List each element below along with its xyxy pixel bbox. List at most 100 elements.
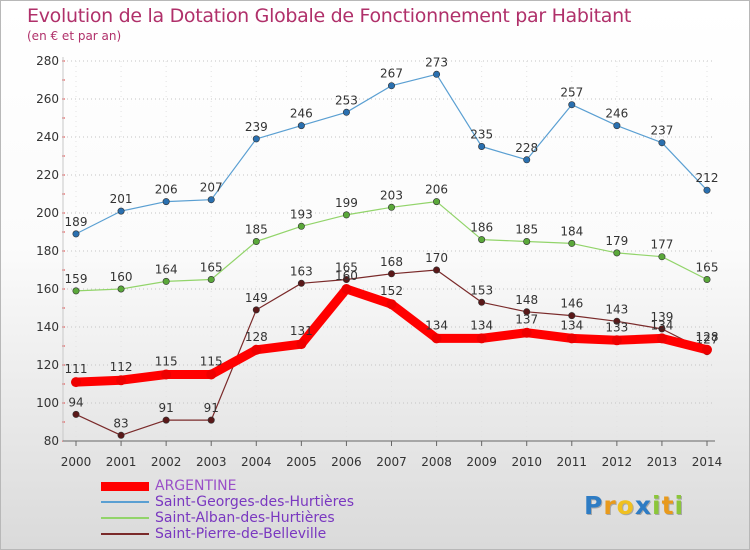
- x-tick-label: 2009: [466, 455, 497, 469]
- data-label: 160: [335, 269, 358, 283]
- data-label: 131: [290, 324, 313, 338]
- data-point: [433, 198, 441, 206]
- data-label: 91: [159, 401, 174, 415]
- data-label: 185: [515, 223, 538, 237]
- data-label: 112: [110, 360, 133, 374]
- data-point: [387, 203, 395, 211]
- data-label: 128: [696, 330, 719, 344]
- data-label: 246: [605, 107, 628, 121]
- data-label: 91: [204, 401, 219, 415]
- data-label: 253: [335, 93, 358, 107]
- data-point: [387, 82, 395, 90]
- data-point: [117, 285, 125, 293]
- legend-item: Saint-Pierre-de-Belleville: [101, 526, 326, 542]
- data-point: [71, 377, 81, 388]
- data-point: [613, 317, 621, 325]
- y-tick-label: 220: [36, 168, 59, 182]
- y-tick-label: 180: [36, 244, 59, 258]
- y-tick-label: 240: [36, 130, 59, 144]
- y-tick-label: 80: [44, 434, 59, 448]
- data-point: [703, 186, 711, 194]
- data-label: 134: [470, 318, 493, 332]
- logo-letter: i: [652, 491, 662, 520]
- legend-swatch: [101, 533, 149, 535]
- series-saint-pierre-de-belleville: 94 83 91 91 149 163 165 168 170 153 148 146 143 139 12…: [68, 251, 718, 439]
- data-label: 207: [200, 181, 223, 195]
- data-point: [568, 312, 576, 320]
- data-point: [566, 333, 577, 344]
- data-label: 168: [380, 255, 403, 269]
- data-point: [611, 335, 622, 346]
- x-tick-label: 2005: [286, 455, 317, 469]
- series-saint-georges-des-hurtieres: 189 201 206 207 239 246 253 267 273 235 228 257 246 2…: [65, 55, 718, 238]
- data-label: 206: [155, 183, 178, 197]
- data-point: [433, 266, 441, 274]
- data-label: 179: [605, 234, 628, 248]
- data-point: [613, 122, 621, 130]
- data-point: [117, 207, 125, 215]
- data-label: 203: [380, 188, 403, 202]
- data-label: 246: [290, 107, 313, 121]
- data-point: [296, 339, 307, 350]
- y-tick-label: 100: [36, 396, 59, 410]
- legend-item: Saint-Alban-des-Hurtières: [101, 510, 335, 526]
- y-tick-label: 160: [36, 282, 59, 296]
- data-label: 184: [560, 224, 583, 238]
- data-point: [613, 249, 621, 257]
- data-label: 237: [650, 124, 673, 138]
- data-label: 148: [515, 293, 538, 307]
- data-label: 149: [245, 291, 268, 305]
- legend-item: Saint-Georges-des-Hurtières: [101, 494, 354, 510]
- data-point: [523, 156, 531, 164]
- data-point: [116, 375, 127, 386]
- data-label: 165: [200, 261, 223, 275]
- data-point: [207, 196, 215, 204]
- data-label: 115: [155, 355, 178, 369]
- data-label: 235: [470, 128, 493, 142]
- data-point: [523, 308, 531, 316]
- x-tick-label: 2012: [602, 455, 633, 469]
- data-point: [658, 139, 666, 147]
- data-point: [162, 416, 170, 424]
- x-tick-label: 2000: [61, 455, 92, 469]
- data-label: 199: [335, 196, 358, 210]
- legend-swatch: [101, 481, 149, 491]
- data-label: 193: [290, 207, 313, 221]
- data-point: [342, 211, 350, 219]
- data-point: [297, 279, 305, 287]
- data-label: 139: [650, 310, 673, 324]
- logo-letter: o: [616, 491, 635, 520]
- legend-item: ARGENTINE: [101, 478, 236, 494]
- y-tick-label: 200: [36, 206, 59, 220]
- data-point: [72, 230, 80, 238]
- data-point: [297, 222, 305, 230]
- data-point: [162, 277, 170, 285]
- data-label: 111: [65, 362, 88, 376]
- data-label: 186: [470, 221, 493, 235]
- data-label: 177: [650, 238, 673, 252]
- data-point: [251, 344, 262, 355]
- logo-letter: P: [584, 491, 604, 520]
- logo-letter: r: [603, 491, 617, 520]
- data-label: 146: [560, 297, 583, 311]
- data-point: [161, 369, 172, 380]
- legend-label: ARGENTINE: [155, 478, 237, 494]
- data-point: [658, 325, 666, 333]
- data-label: 115: [200, 355, 223, 369]
- y-tick-label: 260: [36, 92, 59, 106]
- data-label: 273: [425, 55, 448, 69]
- data-label: 189: [65, 215, 88, 229]
- data-point: [341, 284, 352, 294]
- data-label: 165: [696, 261, 719, 275]
- data-label: 228: [515, 141, 538, 155]
- data-label: 134: [425, 318, 448, 332]
- data-label: 159: [65, 272, 88, 286]
- data-point: [297, 122, 305, 130]
- data-point: [568, 101, 576, 109]
- data-point: [478, 298, 486, 306]
- data-point: [703, 275, 711, 283]
- x-tick-label: 2008: [421, 455, 452, 469]
- data-point: [117, 431, 125, 439]
- data-label: 153: [470, 283, 493, 297]
